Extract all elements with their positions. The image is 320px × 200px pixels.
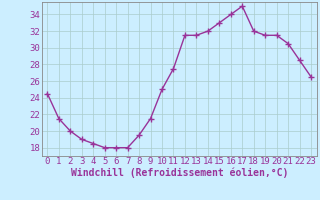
X-axis label: Windchill (Refroidissement éolien,°C): Windchill (Refroidissement éolien,°C) [70,168,288,178]
